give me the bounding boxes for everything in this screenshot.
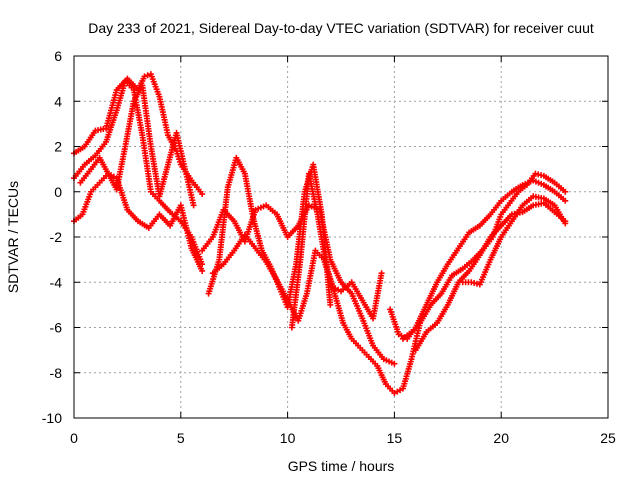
data-point <box>199 191 206 198</box>
data-point <box>327 301 334 308</box>
data-point <box>378 270 385 277</box>
y-axis-label: SDTVAR / TECUs <box>5 181 21 293</box>
grid-lines <box>74 56 608 418</box>
data-point <box>190 202 197 209</box>
y-tick-label: 4 <box>54 93 62 109</box>
series-sat-d <box>77 82 197 209</box>
x-tick-label: 25 <box>600 430 616 446</box>
series-sat-c <box>71 170 206 274</box>
axis-ticks: 0 5 10 15 20 25 -10 -8 -6 -4 -2 0 2 4 6 <box>42 48 616 446</box>
series-sat-l <box>459 193 569 288</box>
y-tick-label: 0 <box>54 184 62 200</box>
y-tick-label: -2 <box>50 229 63 245</box>
x-tick-label: 20 <box>493 430 509 446</box>
y-tick-label: -6 <box>50 320 63 336</box>
data-point <box>199 267 206 274</box>
x-tick-label: 0 <box>70 430 78 446</box>
data-point <box>562 197 569 204</box>
series-sat-k <box>412 200 569 354</box>
data-point <box>141 73 148 80</box>
y-tick-label: 6 <box>54 48 62 64</box>
series-sat-e <box>205 154 334 311</box>
chart-title: Day 233 of 2021, Sidereal Day-to-day VTE… <box>88 20 594 36</box>
data-point <box>562 220 569 227</box>
data-points <box>71 71 569 397</box>
data-point <box>391 360 398 367</box>
data-point <box>144 72 151 79</box>
series-sat-h <box>288 170 424 397</box>
y-tick-label: -4 <box>50 274 63 290</box>
x-tick-label: 15 <box>387 430 403 446</box>
x-axis-label: GPS time / hours <box>288 458 395 474</box>
y-tick-label: 2 <box>54 139 62 155</box>
x-tick-label: 5 <box>177 430 185 446</box>
series-sat-a <box>71 71 206 198</box>
series-sat-j <box>399 170 569 342</box>
data-point <box>562 188 569 195</box>
y-tick-label: -10 <box>42 410 62 426</box>
x-tick-label: 10 <box>280 430 296 446</box>
y-tick-label: -8 <box>50 365 63 381</box>
